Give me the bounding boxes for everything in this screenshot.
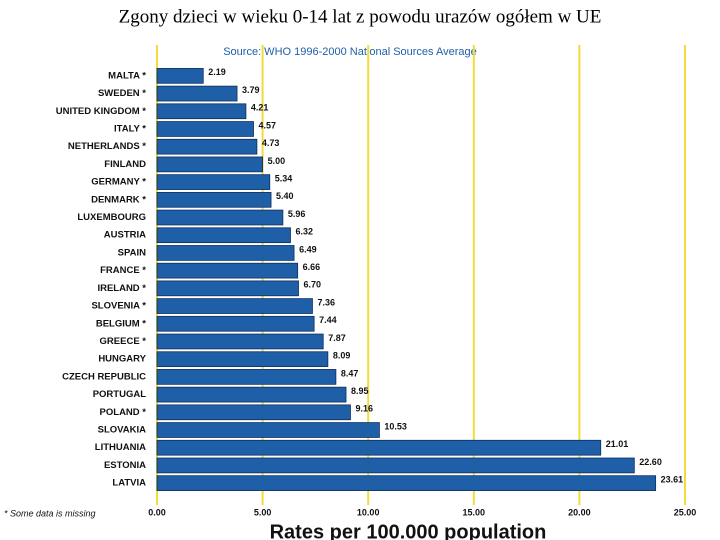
value-label: 6.66 <box>303 262 321 272</box>
value-label: 21.01 <box>606 439 629 449</box>
value-label: 8.47 <box>341 368 359 378</box>
bar <box>156 262 299 279</box>
y-tick-label: LITHUANIA <box>95 442 146 453</box>
bar <box>156 351 329 368</box>
x-tick-label: 20.00 <box>568 507 591 517</box>
value-label: 6.32 <box>295 227 313 237</box>
y-tick-label: NETHERLANDS * <box>68 141 146 152</box>
value-label: 22.60 <box>639 457 662 467</box>
x-axis-label: Rates per 100.000 population <box>270 521 547 540</box>
value-label: 5.00 <box>268 156 286 166</box>
x-tick-label: 10.00 <box>357 507 380 517</box>
bar <box>156 475 657 491</box>
y-tick-label: LUXEMBOURG <box>77 212 146 223</box>
value-label: 7.36 <box>317 297 335 307</box>
y-tick-label: ITALY * <box>114 123 146 134</box>
value-label: 5.40 <box>276 191 294 201</box>
value-label: 5.96 <box>288 209 306 219</box>
y-tick-label: HUNGARY <box>98 354 146 365</box>
bar <box>156 174 271 190</box>
x-tick-label: 5.00 <box>254 507 272 517</box>
y-tick-label: SPAIN <box>118 247 146 258</box>
value-label: 8.09 <box>333 351 351 361</box>
value-label: 10.53 <box>384 421 407 431</box>
bar <box>156 439 602 456</box>
bar <box>156 315 315 332</box>
bar <box>156 280 299 297</box>
y-tick-label: POLAND * <box>100 407 147 418</box>
bar <box>156 209 284 226</box>
bar <box>156 369 337 385</box>
value-label: 5.34 <box>275 173 293 183</box>
value-label: 9.16 <box>355 404 373 414</box>
y-tick-label: CZECH REPUBLIC <box>62 371 146 382</box>
bar <box>156 85 238 102</box>
bar <box>156 404 351 421</box>
value-label: 2.19 <box>208 67 226 77</box>
y-tick-label: IRELAND * <box>97 283 146 294</box>
y-tick-label: SLOVAKIA <box>98 425 147 436</box>
y-tick-label: PORTUGAL <box>93 389 147 400</box>
bar <box>156 103 247 120</box>
x-tick-label: 0.00 <box>148 507 166 517</box>
bar <box>156 138 258 155</box>
bar <box>156 245 295 261</box>
y-tick-label: LATVIA <box>112 478 146 489</box>
bar <box>156 227 291 244</box>
chart-title: Zgony dzieci w wieku 0-14 lat z powodu u… <box>119 6 602 27</box>
y-tick-label: SLOVENIA * <box>91 301 146 312</box>
y-tick-label: AUSTRIA <box>104 230 146 241</box>
value-label: 3.79 <box>242 85 260 95</box>
bar <box>156 191 272 208</box>
value-label: 6.70 <box>304 280 322 290</box>
bar <box>156 386 347 403</box>
bar <box>156 68 204 84</box>
bar <box>156 422 380 438</box>
footnote: * Some data is missing <box>4 508 96 518</box>
value-label: 8.95 <box>351 386 369 396</box>
y-tick-label: GREECE * <box>100 336 147 347</box>
bar <box>156 121 254 137</box>
value-label: 7.87 <box>328 333 346 343</box>
value-label: 4.21 <box>251 103 269 113</box>
y-tick-label: FRANCE * <box>100 265 146 276</box>
value-label: 4.73 <box>262 138 280 148</box>
y-tick-label: ESTONIA <box>104 460 146 471</box>
bar <box>156 333 324 350</box>
bar <box>156 457 635 474</box>
value-label: 4.57 <box>259 120 277 130</box>
x-tick-label: 15.00 <box>463 507 486 517</box>
y-tick-label: FINLAND <box>104 159 146 170</box>
y-tick-label: BELGIUM * <box>96 318 146 329</box>
y-tick-label: UNITED KINGDOM * <box>56 106 147 117</box>
chart-subtitle: Source: WHO 1996-2000 National Sources A… <box>223 46 477 58</box>
value-label: 23.61 <box>661 475 684 485</box>
bar <box>156 298 313 314</box>
y-tick-label: DENMARK * <box>91 194 146 205</box>
x-tick-label: 25.00 <box>674 507 697 517</box>
value-label: 7.44 <box>319 315 337 325</box>
bar <box>156 156 263 173</box>
y-tick-label: MALTA * <box>108 70 146 81</box>
y-tick-label: GERMANY * <box>91 177 146 188</box>
value-label: 6.49 <box>299 244 317 254</box>
y-tick-label: SWEDEN * <box>98 88 146 99</box>
